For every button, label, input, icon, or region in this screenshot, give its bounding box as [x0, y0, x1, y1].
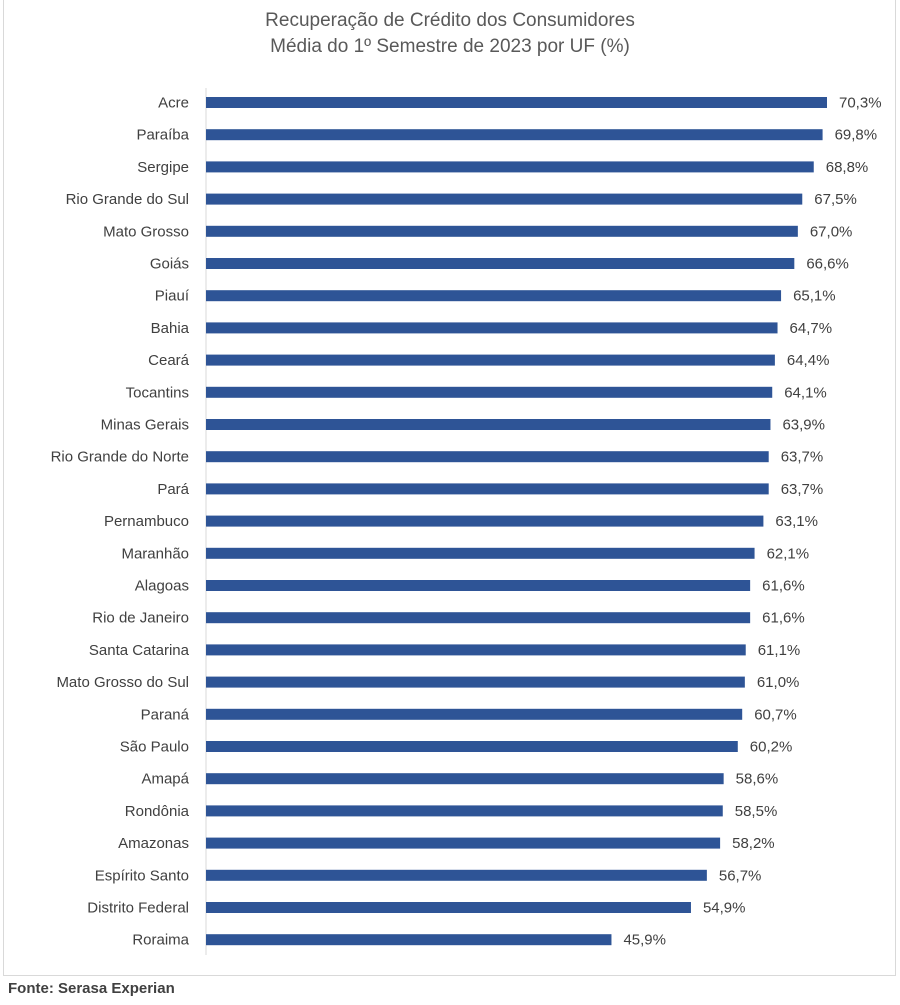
- category-label: Pará: [157, 481, 189, 498]
- category-label: Amapá: [141, 771, 189, 788]
- data-label: 63,7%: [781, 449, 824, 466]
- bar: [206, 580, 751, 591]
- bar: [206, 419, 771, 430]
- data-label: 56,7%: [719, 867, 762, 884]
- data-label: 64,7%: [790, 320, 833, 337]
- data-label: 58,5%: [735, 803, 778, 820]
- chart-title-line2: Média do 1º Semestre de 2023 por UF (%): [270, 36, 630, 57]
- bar: [206, 644, 746, 656]
- data-label: 69,8%: [835, 127, 878, 144]
- category-label: São Paulo: [120, 739, 189, 756]
- category-label: Espírito Santo: [95, 867, 189, 884]
- bar: [206, 290, 782, 302]
- data-label: 63,9%: [782, 417, 825, 434]
- bar: [206, 547, 755, 559]
- data-label: 58,6%: [736, 771, 779, 788]
- data-label: 61,0%: [757, 674, 800, 691]
- bar: [206, 805, 723, 817]
- category-label: Sergipe: [137, 159, 189, 176]
- data-label: 60,7%: [754, 706, 797, 723]
- category-label: Bahia: [151, 320, 190, 337]
- data-label: 63,7%: [781, 481, 824, 498]
- data-label: 67,5%: [814, 191, 857, 208]
- data-label: 61,1%: [758, 642, 801, 659]
- category-label: Amazonas: [118, 835, 189, 852]
- category-label: Santa Catarina: [89, 642, 190, 659]
- data-label: 67,0%: [810, 223, 853, 240]
- bar: [206, 483, 769, 495]
- category-label: Piauí: [155, 288, 190, 305]
- bar: [206, 676, 745, 688]
- data-label: 62,1%: [767, 545, 810, 562]
- data-label: 65,1%: [793, 288, 836, 305]
- bar: [206, 322, 778, 334]
- category-label: Roraima: [132, 932, 189, 949]
- bar: [206, 902, 691, 913]
- bar: [206, 869, 707, 881]
- bar: [206, 708, 743, 720]
- category-label: Rondônia: [125, 803, 190, 820]
- bar: [206, 258, 795, 269]
- category-label: Rio de Janeiro: [92, 610, 189, 627]
- bar: [206, 97, 827, 108]
- data-label: 63,1%: [775, 513, 818, 530]
- category-label: Minas Gerais: [101, 417, 189, 434]
- bar: [206, 193, 803, 205]
- data-label: 58,2%: [732, 835, 775, 852]
- category-label: Mato Grosso do Sul: [56, 674, 189, 691]
- data-label: 64,4%: [787, 352, 830, 369]
- bar: [206, 515, 764, 527]
- bar-chart: Acre 70,3% Paraíba 69,8% Sergipe 68,8% Rio Gra…: [51, 88, 882, 955]
- category-label: Paraná: [141, 706, 190, 723]
- category-label: Mato Grosso: [103, 223, 189, 240]
- category-label: Rio Grande do Norte: [51, 449, 189, 466]
- bar: [206, 773, 724, 785]
- bar: [206, 354, 775, 366]
- category-label: Rio Grande do Sul: [66, 191, 189, 208]
- chart-title: Recuperação de Crédito dos Consumidores …: [0, 8, 900, 60]
- category-label: Alagoas: [135, 578, 189, 595]
- category-label: Tocantins: [126, 384, 189, 401]
- category-label: Distrito Federal: [87, 900, 189, 917]
- category-label: Ceará: [148, 352, 190, 369]
- category-label: Pernambuco: [104, 513, 189, 530]
- bar: [206, 225, 798, 237]
- data-label: 61,6%: [762, 610, 805, 627]
- data-label: 70,3%: [839, 95, 882, 112]
- category-label: Paraíba: [136, 127, 189, 144]
- category-label: Goiás: [150, 256, 189, 273]
- chart-title-line1: Recuperação de Crédito dos Consumidores: [265, 10, 635, 31]
- category-label: Maranhão: [121, 545, 189, 562]
- data-label: 68,8%: [826, 159, 869, 176]
- category-label: Acre: [158, 95, 189, 112]
- data-label: 66,6%: [806, 256, 849, 273]
- data-label: 54,9%: [703, 900, 746, 917]
- data-label: 60,2%: [750, 739, 793, 756]
- source-note: Fonte: Serasa Experian: [8, 980, 175, 997]
- bars-group: Acre 70,3% Paraíba 69,8% Sergipe 68,8% Rio Gra…: [51, 95, 882, 949]
- data-label: 61,6%: [762, 578, 805, 595]
- bar: [206, 934, 612, 946]
- bar: [206, 161, 814, 173]
- bar: [206, 741, 738, 752]
- bar: [206, 612, 751, 624]
- bar: [206, 451, 769, 463]
- bar: [206, 386, 773, 398]
- data-label: 64,1%: [784, 384, 827, 401]
- data-label: 45,9%: [623, 932, 666, 949]
- bar: [206, 837, 721, 849]
- bar: [206, 129, 823, 141]
